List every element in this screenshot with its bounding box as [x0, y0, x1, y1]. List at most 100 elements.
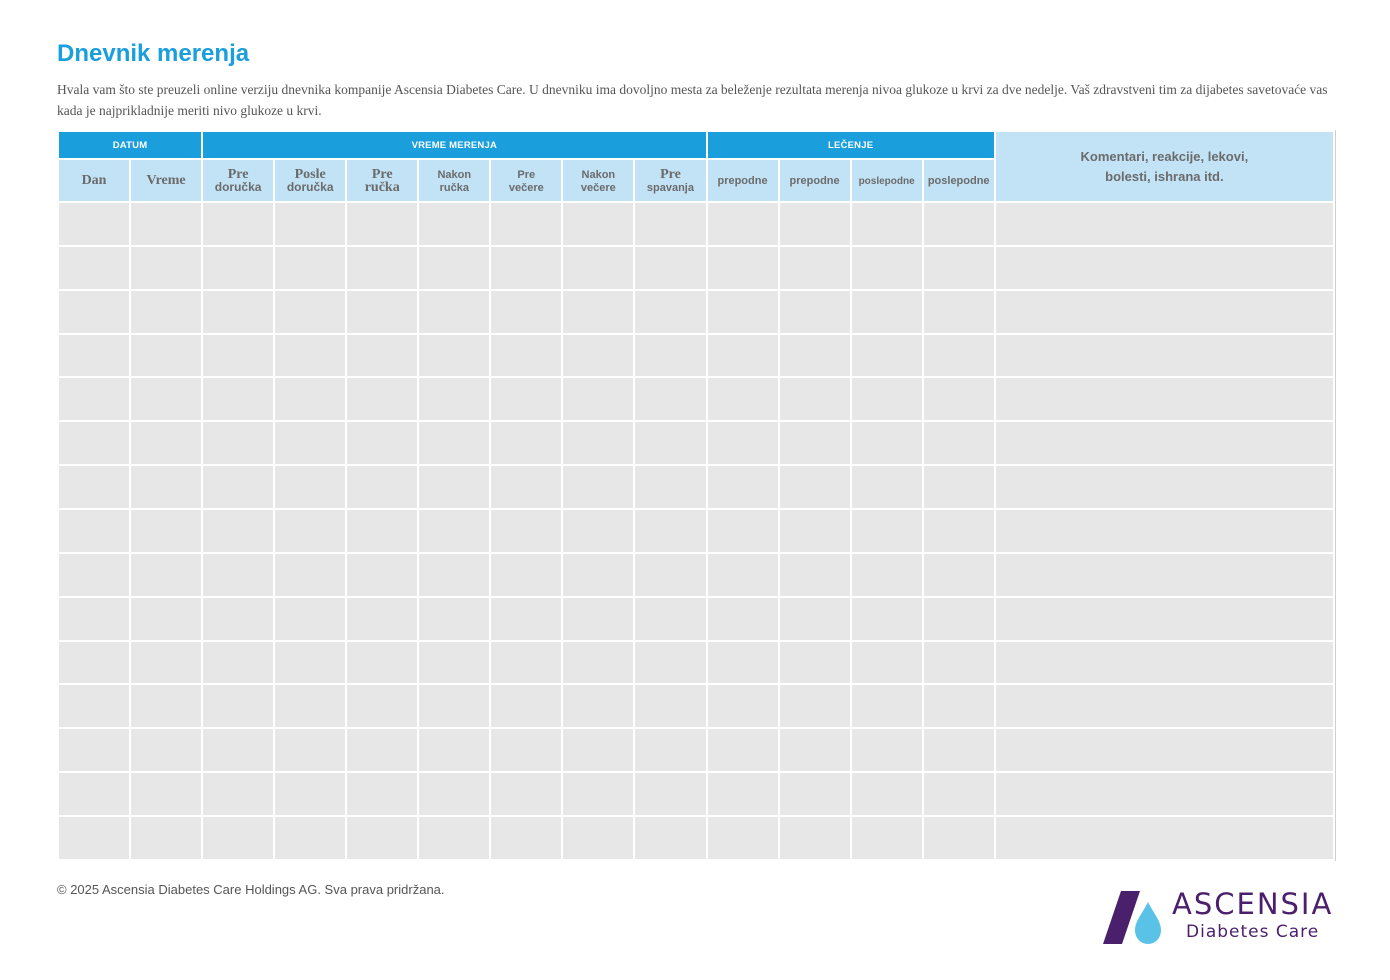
- entry-cell[interactable]: [275, 422, 346, 465]
- entry-cell[interactable]: [563, 641, 634, 684]
- entry-cell[interactable]: [59, 597, 130, 640]
- entry-cell[interactable]: [347, 246, 418, 289]
- entry-cell[interactable]: [275, 466, 346, 509]
- entry-cell[interactable]: [131, 290, 202, 333]
- entry-cell[interactable]: [563, 817, 634, 859]
- entry-cell[interactable]: [563, 685, 634, 728]
- entry-cell[interactable]: [347, 553, 418, 596]
- entry-cell[interactable]: [923, 378, 994, 421]
- entry-cell[interactable]: [707, 466, 778, 509]
- entry-cell[interactable]: [131, 729, 202, 772]
- entry-cell[interactable]: [59, 290, 130, 333]
- entry-cell[interactable]: [419, 466, 490, 509]
- entry-cell[interactable]: [131, 553, 202, 596]
- entry-cell[interactable]: [851, 641, 922, 684]
- entry-cell[interactable]: [59, 203, 130, 245]
- entry-cell[interactable]: [203, 422, 274, 465]
- entry-cell[interactable]: [347, 334, 418, 377]
- entry-cell[interactable]: [851, 334, 922, 377]
- entry-cell[interactable]: [203, 334, 274, 377]
- comment-entry-cell[interactable]: [995, 817, 1333, 859]
- entry-cell[interactable]: [275, 378, 346, 421]
- entry-cell[interactable]: [203, 641, 274, 684]
- entry-cell[interactable]: [347, 422, 418, 465]
- entry-cell[interactable]: [347, 290, 418, 333]
- comment-entry-cell[interactable]: [995, 466, 1333, 509]
- entry-cell[interactable]: [131, 422, 202, 465]
- entry-cell[interactable]: [419, 378, 490, 421]
- entry-cell[interactable]: [779, 773, 850, 816]
- entry-cell[interactable]: [707, 203, 778, 245]
- entry-cell[interactable]: [203, 729, 274, 772]
- entry-cell[interactable]: [131, 246, 202, 289]
- entry-cell[interactable]: [419, 203, 490, 245]
- entry-cell[interactable]: [491, 466, 562, 509]
- entry-cell[interactable]: [779, 290, 850, 333]
- comment-entry-cell[interactable]: [995, 510, 1333, 552]
- entry-cell[interactable]: [59, 817, 130, 859]
- comment-entry-cell[interactable]: [995, 773, 1333, 816]
- entry-cell[interactable]: [347, 685, 418, 728]
- comment-entry-cell[interactable]: [995, 203, 1333, 245]
- entry-cell[interactable]: [347, 729, 418, 772]
- entry-cell[interactable]: [635, 729, 706, 772]
- entry-cell[interactable]: [59, 422, 130, 465]
- entry-cell[interactable]: [779, 203, 850, 245]
- entry-cell[interactable]: [419, 553, 490, 596]
- entry-cell[interactable]: [851, 729, 922, 772]
- entry-cell[interactable]: [563, 773, 634, 816]
- entry-cell[interactable]: [419, 685, 490, 728]
- entry-cell[interactable]: [275, 597, 346, 640]
- entry-cell[interactable]: [563, 378, 634, 421]
- entry-cell[interactable]: [707, 597, 778, 640]
- entry-cell[interactable]: [275, 553, 346, 596]
- entry-cell[interactable]: [635, 334, 706, 377]
- entry-cell[interactable]: [707, 641, 778, 684]
- entry-cell[interactable]: [851, 466, 922, 509]
- entry-cell[interactable]: [347, 466, 418, 509]
- entry-cell[interactable]: [131, 334, 202, 377]
- entry-cell[interactable]: [275, 246, 346, 289]
- entry-cell[interactable]: [491, 203, 562, 245]
- entry-cell[interactable]: [59, 685, 130, 728]
- entry-cell[interactable]: [779, 597, 850, 640]
- comment-entry-cell[interactable]: [995, 246, 1333, 289]
- entry-cell[interactable]: [131, 641, 202, 684]
- entry-cell[interactable]: [923, 773, 994, 816]
- entry-cell[interactable]: [635, 246, 706, 289]
- entry-cell[interactable]: [275, 641, 346, 684]
- entry-cell[interactable]: [851, 817, 922, 859]
- comment-entry-cell[interactable]: [995, 685, 1333, 728]
- entry-cell[interactable]: [635, 422, 706, 465]
- comment-entry-cell[interactable]: [995, 290, 1333, 333]
- entry-cell[interactable]: [851, 246, 922, 289]
- entry-cell[interactable]: [275, 334, 346, 377]
- entry-cell[interactable]: [563, 729, 634, 772]
- entry-cell[interactable]: [491, 334, 562, 377]
- entry-cell[interactable]: [275, 773, 346, 816]
- entry-cell[interactable]: [851, 685, 922, 728]
- entry-cell[interactable]: [347, 817, 418, 859]
- entry-cell[interactable]: [707, 685, 778, 728]
- entry-cell[interactable]: [347, 378, 418, 421]
- entry-cell[interactable]: [779, 378, 850, 421]
- entry-cell[interactable]: [635, 466, 706, 509]
- entry-cell[interactable]: [563, 334, 634, 377]
- entry-cell[interactable]: [779, 422, 850, 465]
- entry-cell[interactable]: [491, 729, 562, 772]
- entry-cell[interactable]: [635, 378, 706, 421]
- entry-cell[interactable]: [707, 817, 778, 859]
- comment-entry-cell[interactable]: [995, 422, 1333, 465]
- entry-cell[interactable]: [563, 422, 634, 465]
- entry-cell[interactable]: [923, 641, 994, 684]
- entry-cell[interactable]: [59, 466, 130, 509]
- entry-cell[interactable]: [923, 510, 994, 552]
- entry-cell[interactable]: [491, 246, 562, 289]
- entry-cell[interactable]: [923, 246, 994, 289]
- entry-cell[interactable]: [59, 246, 130, 289]
- entry-cell[interactable]: [707, 422, 778, 465]
- entry-cell[interactable]: [923, 597, 994, 640]
- comment-entry-cell[interactable]: [995, 729, 1333, 772]
- entry-cell[interactable]: [203, 203, 274, 245]
- entry-cell[interactable]: [275, 729, 346, 772]
